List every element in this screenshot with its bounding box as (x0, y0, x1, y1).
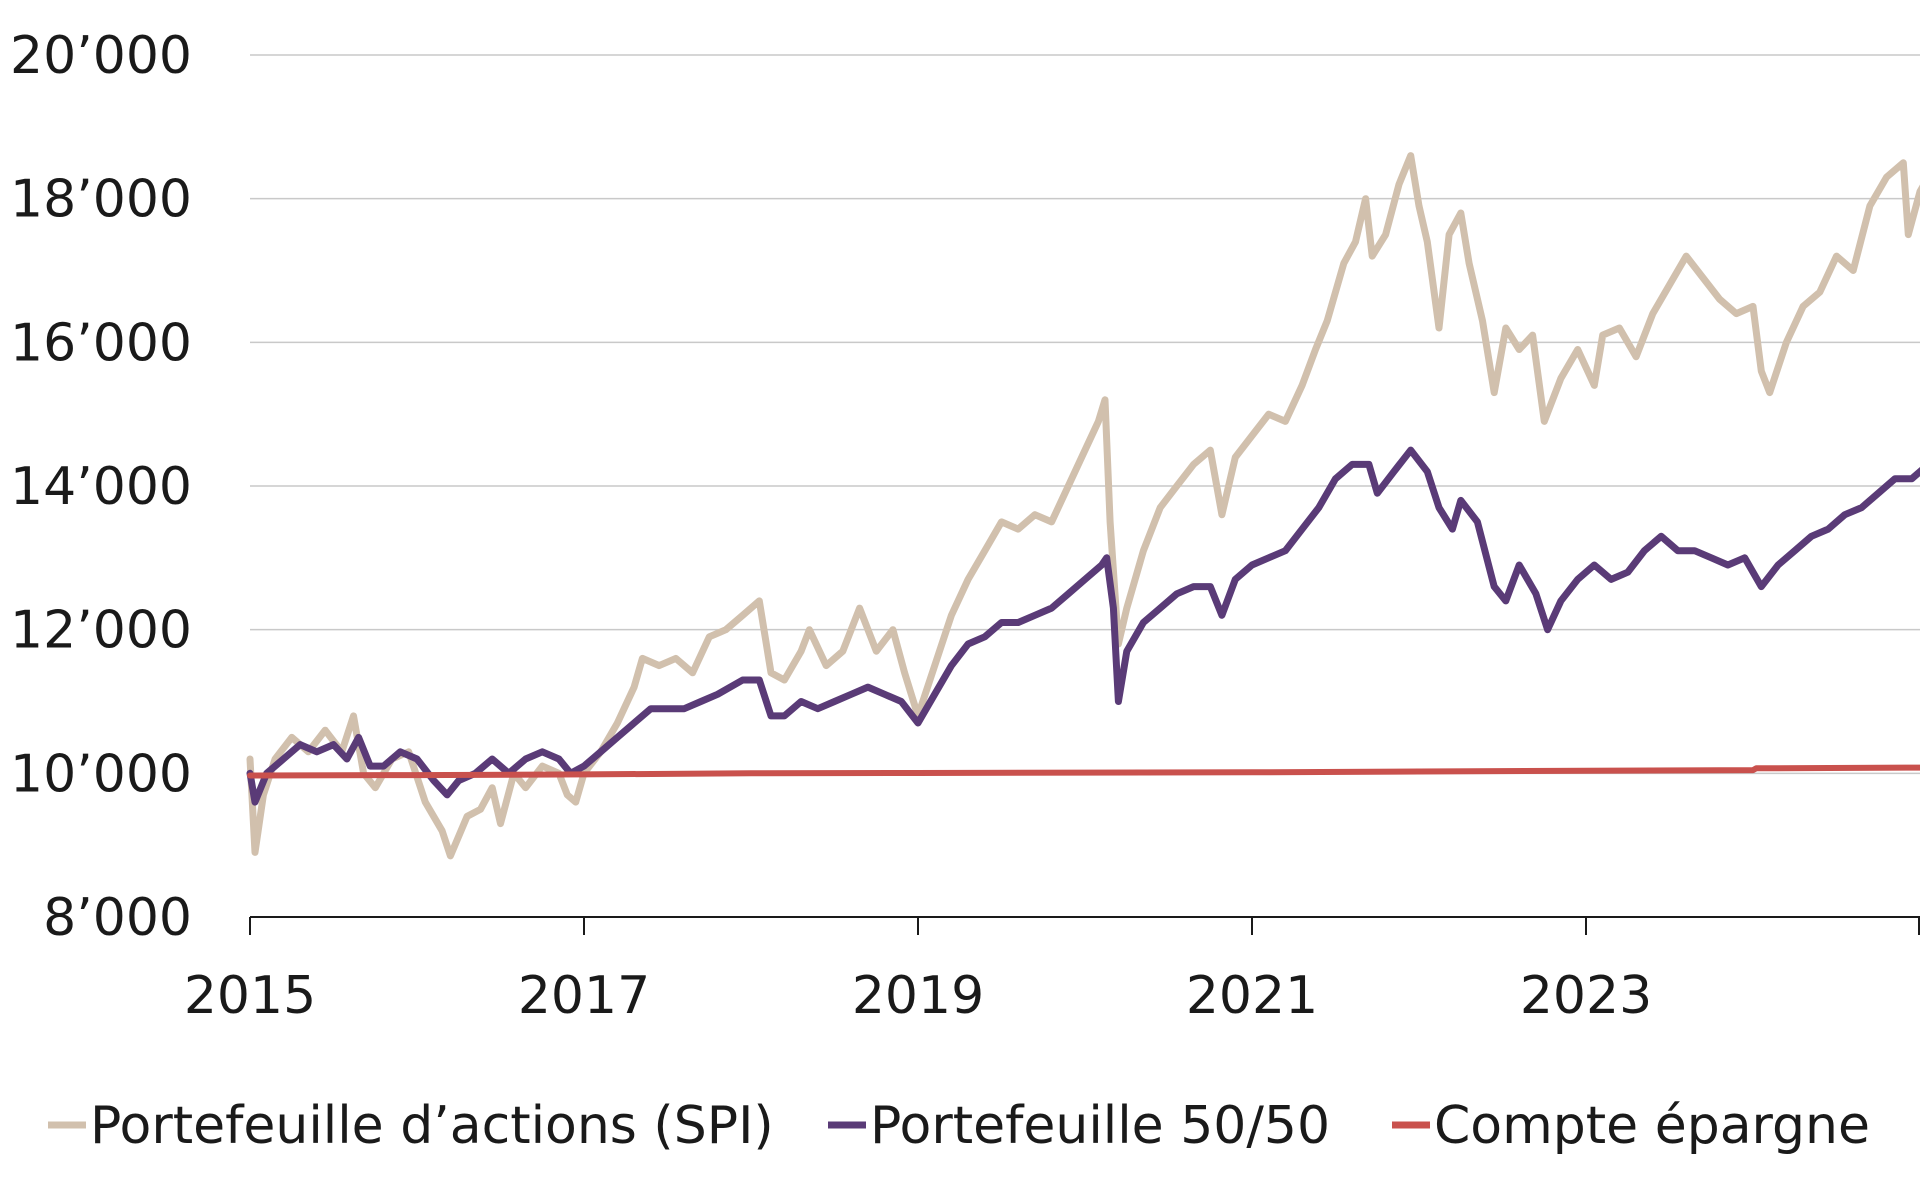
x-tick-label: 2021 (1186, 966, 1318, 1026)
series-lines (246, 152, 1920, 860)
y-tick-label: 20’000 (10, 26, 192, 86)
legend: Portefeuille d’actions (SPI) Portefeuille… (48, 1096, 1870, 1156)
x-tick-label: 2023 (1520, 966, 1652, 1026)
x-tick-label: 2015 (184, 966, 316, 1026)
y-tick-label: 14’000 (10, 457, 192, 517)
x-axis-tick-labels: 2015 2017 2019 2021 2023 (184, 966, 1652, 1026)
x-tick-label: 2019 (852, 966, 984, 1026)
series-line-1 (246, 446, 1920, 806)
legend-label: Portefeuille d’actions (SPI) (90, 1096, 774, 1156)
legend-label: Compte épargne (1434, 1096, 1870, 1156)
series-line-2 (247, 764, 1920, 779)
x-tick-label: 2017 (518, 966, 650, 1026)
y-tick-label: 8’000 (43, 888, 192, 948)
legend-label: Portefeuille 50/50 (870, 1096, 1330, 1156)
y-axis-tick-labels: 8’000 10’000 12’000 14’000 16’000 18’000 20’00… (10, 26, 192, 948)
y-tick-label: 18’000 (10, 170, 192, 230)
series-line-0 (246, 152, 1920, 860)
y-tick-label: 16’000 (10, 313, 192, 373)
axes (249, 916, 1920, 935)
y-tick-label: 10’000 (10, 744, 192, 804)
gridlines (250, 54, 1920, 775)
y-tick-label: 12’000 (10, 601, 192, 661)
